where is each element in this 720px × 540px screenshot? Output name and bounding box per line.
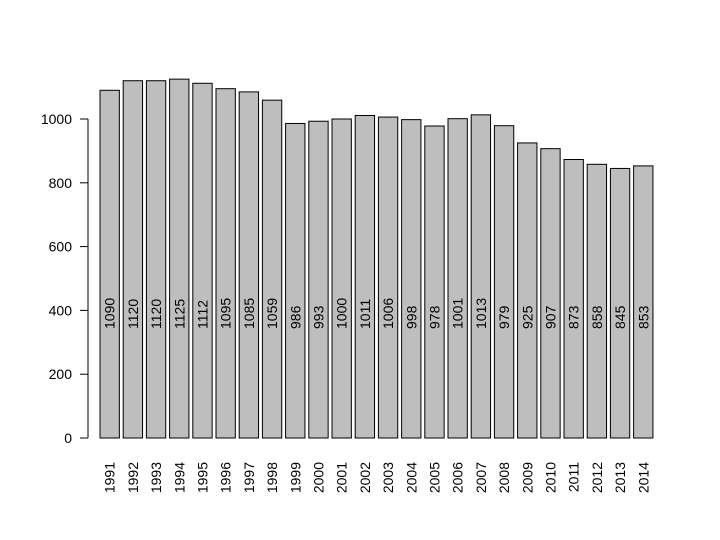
data-label: 1001 bbox=[450, 298, 466, 329]
y-tick-label: 800 bbox=[49, 175, 73, 191]
bar bbox=[633, 165, 654, 439]
bar bbox=[261, 99, 283, 439]
x-tick-label: 2011 bbox=[566, 462, 582, 492]
data-label: 1090 bbox=[102, 298, 118, 329]
data-label: 853 bbox=[635, 305, 651, 329]
bar bbox=[586, 163, 608, 439]
x-tick-label: 2002 bbox=[357, 462, 373, 493]
bar bbox=[308, 120, 329, 439]
x-tick-label: 2005 bbox=[426, 462, 442, 493]
data-label: 1112 bbox=[194, 300, 210, 329]
bar bbox=[609, 167, 631, 439]
x-tick-label: 2001 bbox=[334, 462, 350, 493]
x-tick-label: 2003 bbox=[380, 462, 396, 493]
data-label: 873 bbox=[566, 305, 582, 329]
x-tick-label: 1992 bbox=[125, 462, 141, 493]
x-tick-label: 2012 bbox=[589, 462, 605, 493]
data-label: 978 bbox=[426, 305, 442, 329]
y-axis: 0 200 400 600 800 1000 bbox=[41, 111, 89, 446]
bar bbox=[470, 114, 492, 439]
x-tick-label: 2006 bbox=[450, 462, 466, 493]
bar bbox=[285, 122, 306, 439]
x-tick-label: 2004 bbox=[403, 462, 419, 493]
bar bbox=[517, 142, 538, 439]
bar bbox=[447, 118, 468, 439]
bar bbox=[401, 119, 422, 439]
bar bbox=[493, 125, 515, 439]
data-label: 1085 bbox=[241, 298, 257, 329]
y-tick-label: 400 bbox=[49, 302, 73, 318]
bar bbox=[215, 88, 236, 439]
data-label: 986 bbox=[287, 305, 303, 329]
x-tick-label: 1997 bbox=[241, 462, 257, 493]
x-tick-label: 2000 bbox=[310, 462, 326, 493]
x-tick-label: 2013 bbox=[612, 462, 628, 493]
y-tick-label: 0 bbox=[64, 430, 72, 446]
bar bbox=[424, 125, 445, 439]
bar bbox=[354, 114, 376, 439]
bar bbox=[99, 89, 120, 439]
data-label: 1120 bbox=[125, 299, 141, 329]
data-label: 979 bbox=[496, 305, 512, 329]
bar bbox=[122, 80, 144, 439]
x-tick-label: 2009 bbox=[519, 462, 535, 493]
y-tick-label: 1000 bbox=[41, 111, 72, 127]
x-tick-label: 1996 bbox=[218, 462, 234, 493]
bars: 1090 1991 1120 1992 1120 1993 1125 1994 1112 1995… bbox=[99, 78, 654, 493]
x-tick-label: 1995 bbox=[194, 462, 210, 493]
data-label: 1011 bbox=[357, 299, 373, 329]
x-tick-label: 1991 bbox=[102, 462, 118, 493]
bar bbox=[331, 118, 352, 439]
bar bbox=[169, 78, 190, 439]
data-label: 845 bbox=[612, 305, 628, 329]
data-label: 1000 bbox=[334, 298, 350, 329]
bar bbox=[377, 116, 399, 439]
data-label: 1125 bbox=[171, 299, 187, 329]
x-tick-label: 2007 bbox=[473, 462, 489, 493]
data-label: 1059 bbox=[264, 298, 280, 329]
x-tick-label: 2014 bbox=[635, 462, 651, 493]
y-tick-label: 600 bbox=[49, 239, 73, 255]
data-label: 907 bbox=[542, 305, 558, 329]
x-tick-label: 1994 bbox=[171, 462, 187, 493]
x-tick-label: 2010 bbox=[542, 462, 558, 493]
bar bbox=[238, 91, 260, 439]
y-tick-label: 200 bbox=[49, 366, 73, 382]
x-tick-label: 1999 bbox=[287, 462, 303, 493]
x-tick-label: 2008 bbox=[496, 462, 512, 493]
x-tick-label: 1993 bbox=[148, 462, 164, 493]
data-label: 998 bbox=[403, 305, 419, 329]
bar bbox=[563, 159, 584, 439]
x-tick-label: 1998 bbox=[264, 462, 280, 493]
data-label: 925 bbox=[519, 305, 535, 329]
bar bbox=[192, 82, 213, 439]
data-label: 1095 bbox=[218, 298, 234, 329]
data-label: 1006 bbox=[380, 298, 396, 329]
data-label: 1120 bbox=[148, 299, 164, 329]
data-label: 993 bbox=[310, 305, 326, 329]
bar bbox=[145, 80, 167, 439]
data-label: 858 bbox=[589, 305, 605, 329]
bar bbox=[540, 148, 561, 439]
data-label: 1013 bbox=[473, 298, 489, 329]
